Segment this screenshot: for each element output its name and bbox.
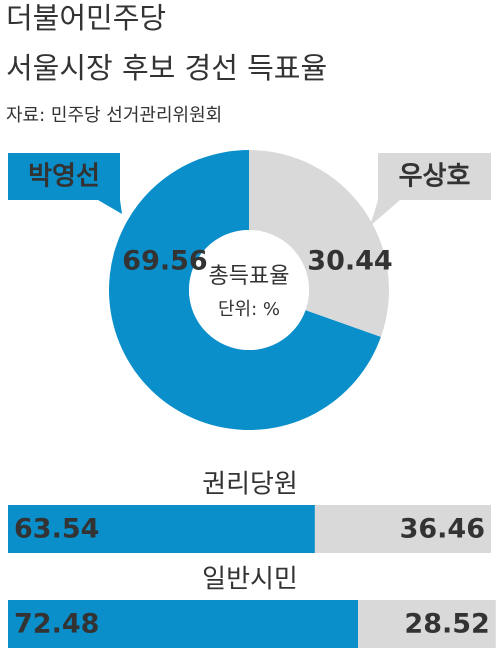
value-label: 36.46 [400,514,485,545]
bar-segment [358,600,496,648]
chart-subtitle: 서울시장 후보 경선 득표율 [6,51,327,85]
legend-label: 박영선 [28,162,100,192]
bar-title: 권리당원 [202,470,298,500]
value-label: 69.56 [122,246,207,277]
value-label: 63.54 [14,514,99,545]
donut-slice [249,150,389,337]
donut-hole [189,230,309,350]
legend-pointer [98,200,122,214]
bar-segment [8,505,315,553]
bar-title: 일반시민 [202,565,298,595]
value-label: 72.48 [14,609,99,640]
legend-label: 우상호 [399,162,471,192]
donut-slice [108,150,381,430]
value-label: 28.52 [404,609,489,640]
legend-pointer [370,200,400,226]
chart-title: 더불어민주당 [6,1,166,35]
source: 자료: 민주당 선거관리위원회 [6,105,222,126]
value-label: 30.44 [307,246,392,277]
center-label: 총득표율 [209,264,290,289]
unit-label: 단위: % [218,299,280,320]
legend-box [8,153,120,200]
legend-box [378,153,491,200]
bar-segment [314,505,491,553]
bar-segment [8,600,359,648]
